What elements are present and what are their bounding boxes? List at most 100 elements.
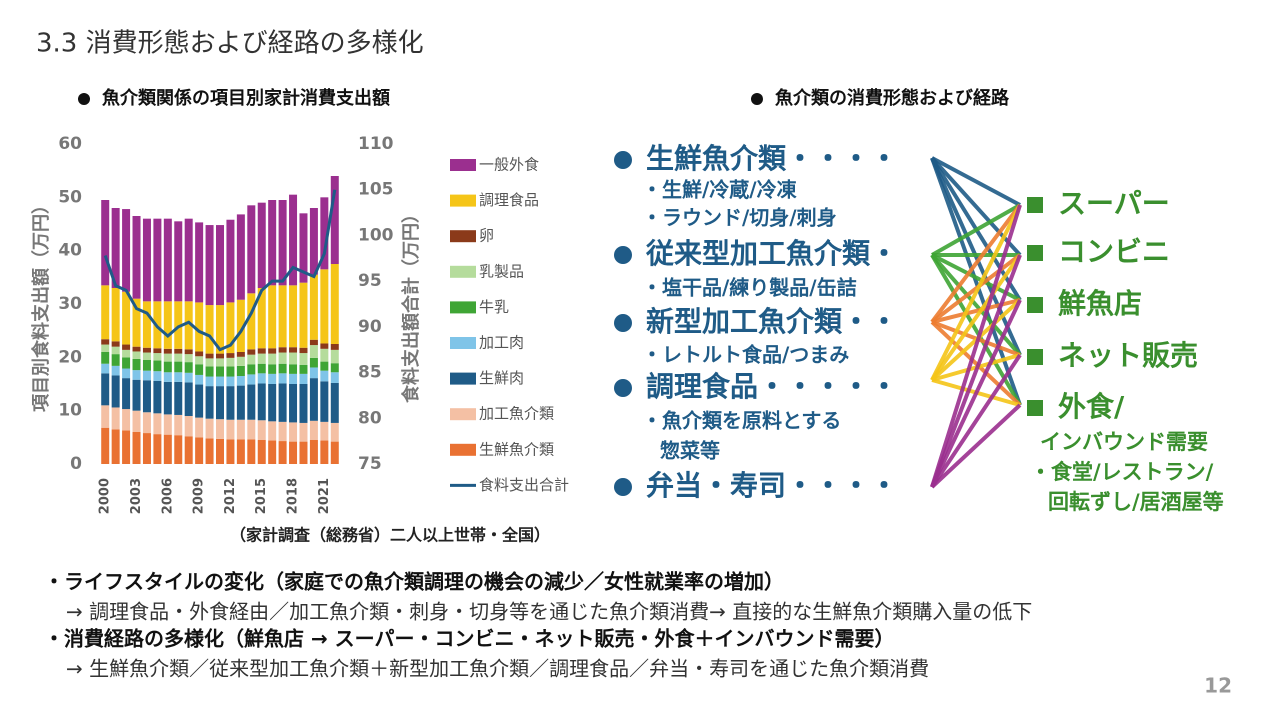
bar-segment <box>174 348 183 354</box>
bar-segment <box>111 346 120 355</box>
bar-segment <box>299 384 308 423</box>
legend-label: 加工肉 <box>479 334 524 352</box>
bar-segment <box>247 364 256 375</box>
bar-segment <box>278 363 287 374</box>
bar-segment <box>184 382 193 416</box>
y2-axis-title: 食料支出額合計（万円） <box>400 205 422 404</box>
bar-segment <box>122 368 131 379</box>
bar-segment <box>236 365 245 376</box>
bar-segment <box>132 432 141 464</box>
bar-segment <box>289 373 298 384</box>
bar-segment <box>289 422 298 442</box>
bullet <box>751 93 763 105</box>
bar-segment <box>309 420 318 440</box>
bar-segment <box>278 347 287 353</box>
bar-segment <box>236 385 245 420</box>
bar-segment <box>153 353 162 361</box>
bar-segment <box>309 345 318 358</box>
bar-segment <box>184 436 193 464</box>
bar-segment <box>122 344 131 350</box>
bar-segment <box>142 370 151 381</box>
destination-detail: インバウンド需要 <box>1040 430 1208 454</box>
bar-segment <box>268 440 277 464</box>
y2-tick-label: 110 <box>358 134 394 154</box>
bar-segment <box>216 305 224 354</box>
bar-segment <box>163 381 172 415</box>
bar-segment <box>184 218 193 302</box>
x-tick-label: 2006 <box>160 478 175 514</box>
bar-segment <box>163 218 172 302</box>
bar-segment <box>289 352 298 365</box>
bar-segment <box>153 348 162 354</box>
y2-tick-label: 75 <box>358 454 382 474</box>
bar-segment <box>195 356 204 365</box>
y2-tick-label: 90 <box>358 317 382 337</box>
note-heading: ・消費経路の多様化（鮮魚店 → スーパー・コンビニ・ネット販売・外食＋インバウン… <box>44 627 894 651</box>
bar-segment <box>153 371 162 381</box>
source-detail: ・魚介類を原料とする <box>642 409 841 433</box>
legend-swatch <box>450 301 476 314</box>
bar-segment <box>195 437 204 464</box>
bar-segment <box>268 384 277 422</box>
y-tick-label: 10 <box>58 401 82 421</box>
legend-label: 卵 <box>479 227 494 245</box>
bar-segment <box>216 358 224 367</box>
bar-segment <box>142 360 151 371</box>
bar-segment <box>216 366 224 377</box>
bar-segment <box>309 378 318 421</box>
note-detail: → 調理食品・外食経由／加工魚介類・刺身・切身等を通じた魚介類消費→ 直接的な生… <box>66 600 1032 624</box>
bar-segment <box>184 354 193 363</box>
bar-segment <box>132 298 141 347</box>
bar-segment <box>132 351 141 359</box>
bar-segment <box>195 351 204 357</box>
y-axis-title: 項目別食料支出額（万円） <box>30 196 52 412</box>
bar-segment <box>330 422 339 442</box>
flow-line <box>930 204 1022 381</box>
bar-segment <box>320 381 329 422</box>
bar-segment <box>289 285 298 348</box>
destination-label: ネット販売 <box>1058 339 1198 372</box>
flow-line <box>930 156 1022 257</box>
bar-segment <box>236 214 245 300</box>
bar-segment <box>309 339 318 346</box>
bar-segment <box>330 363 339 373</box>
bar-segment <box>226 439 235 464</box>
bar-segment <box>163 348 172 354</box>
bar-segment <box>257 373 266 384</box>
bar-segment <box>278 285 287 348</box>
bullet <box>78 93 90 105</box>
bar-segment <box>195 364 204 375</box>
bar-segment <box>257 420 266 440</box>
legend-swatch <box>450 159 476 171</box>
bar-segment <box>320 197 329 270</box>
square-bullet <box>1027 245 1043 261</box>
source-note: （家計調査（総務省）二人以上世帯・全国） <box>230 526 550 545</box>
bar-segment <box>236 352 245 357</box>
bullet <box>614 478 632 496</box>
bar-segment <box>236 419 245 440</box>
x-tick-label: 2021 <box>317 478 332 514</box>
bar-segment <box>101 373 110 406</box>
y-tick-label: 40 <box>58 241 82 261</box>
bar-segment <box>111 365 120 376</box>
bar-segment <box>184 416 193 437</box>
flow-line <box>931 156 1021 207</box>
bullet <box>614 246 632 264</box>
bar-segment <box>163 372 172 382</box>
bar-segment <box>142 352 151 360</box>
bar-segment <box>216 225 224 306</box>
bar-segment <box>309 440 318 464</box>
bar-segment <box>122 357 131 369</box>
bar-segment <box>247 293 256 350</box>
bar-segment <box>184 362 193 373</box>
legend-label: 食料支出合計 <box>479 476 569 494</box>
bar-segment <box>278 441 287 464</box>
bar-segment <box>299 353 308 365</box>
bar-segment <box>101 200 110 286</box>
bar-segment <box>257 363 266 374</box>
bar-segment <box>320 348 329 362</box>
y2-tick-label: 100 <box>358 225 394 245</box>
bar-segment <box>205 366 214 377</box>
flow-line <box>930 203 1022 324</box>
bar-segment <box>174 414 183 436</box>
